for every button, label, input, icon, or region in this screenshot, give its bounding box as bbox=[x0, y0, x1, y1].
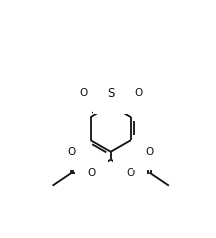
Text: O: O bbox=[87, 168, 95, 178]
Text: O: O bbox=[68, 147, 76, 157]
Text: O: O bbox=[79, 88, 87, 98]
Text: S: S bbox=[107, 87, 114, 100]
Text: O: O bbox=[145, 147, 154, 157]
Text: Cl: Cl bbox=[105, 75, 116, 85]
Text: O: O bbox=[134, 88, 142, 98]
Text: O: O bbox=[126, 168, 134, 178]
